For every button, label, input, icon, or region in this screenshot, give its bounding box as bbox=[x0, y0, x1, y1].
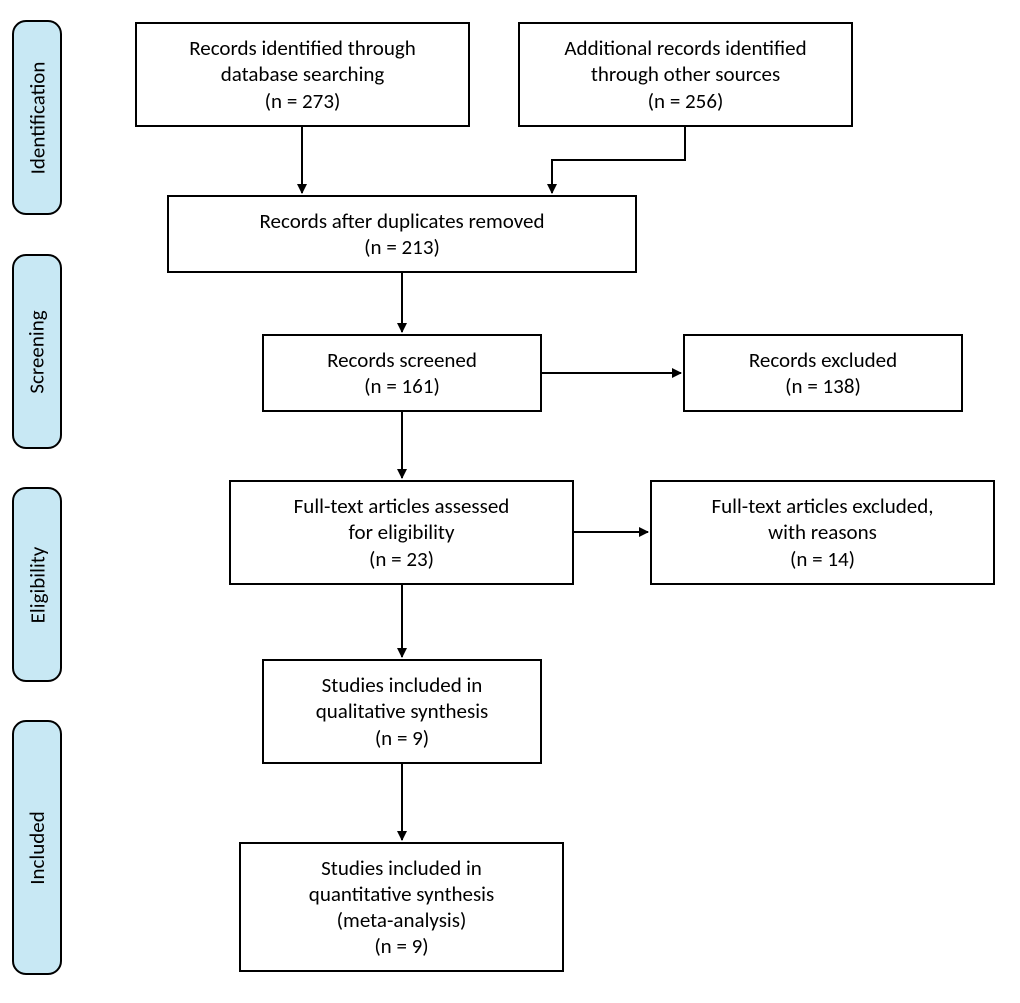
text-count: (n = 138) bbox=[785, 373, 861, 399]
text-line: Studies included in bbox=[322, 672, 483, 698]
node-screened: Records screened (n = 161) bbox=[262, 334, 542, 412]
text-line: through other sources bbox=[591, 61, 780, 87]
text-count: (n = 256) bbox=[648, 88, 724, 114]
stage-identification: Identification bbox=[12, 20, 62, 215]
text-line: database searching bbox=[221, 61, 385, 87]
node-fulltext-excluded: Full-text articles excluded, with reason… bbox=[650, 480, 995, 585]
text-line: Records identified through bbox=[189, 35, 416, 61]
text-count: (n = 9) bbox=[375, 725, 429, 751]
text-line: Records excluded bbox=[749, 347, 897, 373]
text-count: (n = 213) bbox=[364, 234, 440, 260]
text-count: (n = 273) bbox=[265, 88, 341, 114]
stage-included: Included bbox=[12, 720, 62, 975]
text-line: Additional records identified bbox=[564, 35, 806, 61]
text-line: quantitative synthesis bbox=[309, 881, 494, 907]
node-dedup: Records after duplicates removed (n = 21… bbox=[167, 195, 637, 273]
text-line: Records after duplicates removed bbox=[260, 208, 545, 234]
text-line: Full-text articles excluded, bbox=[711, 493, 933, 519]
node-quantitative: Studies included in quantitative synthes… bbox=[239, 842, 564, 972]
text-line: for eligibility bbox=[349, 519, 455, 545]
text-line: qualitative synthesis bbox=[316, 698, 489, 724]
stage-screening: Screening bbox=[12, 254, 62, 449]
stage-eligibility: Eligibility bbox=[12, 487, 62, 682]
text-count: (n = 14) bbox=[790, 546, 855, 572]
text-count: (n = 23) bbox=[369, 546, 434, 572]
text-count: (n = 9) bbox=[374, 933, 428, 959]
text-line: Records screened bbox=[327, 347, 477, 373]
node-excluded-screening: Records excluded (n = 138) bbox=[683, 334, 963, 412]
text-line: (meta-analysis) bbox=[337, 907, 467, 933]
node-other-sources: Additional records identified through ot… bbox=[518, 22, 853, 127]
prisma-flowchart: Identification Screening Eligibility Inc… bbox=[0, 0, 1020, 1003]
node-db-search: Records identified through database sear… bbox=[135, 22, 470, 127]
text-line: with reasons bbox=[768, 519, 877, 545]
node-qualitative: Studies included in qualitative synthesi… bbox=[262, 659, 542, 764]
text-line: Studies included in bbox=[321, 855, 482, 881]
text-count: (n = 161) bbox=[364, 373, 440, 399]
node-fulltext-assessed: Full-text articles assessed for eligibil… bbox=[229, 480, 574, 585]
text-line: Full-text articles assessed bbox=[294, 493, 510, 519]
